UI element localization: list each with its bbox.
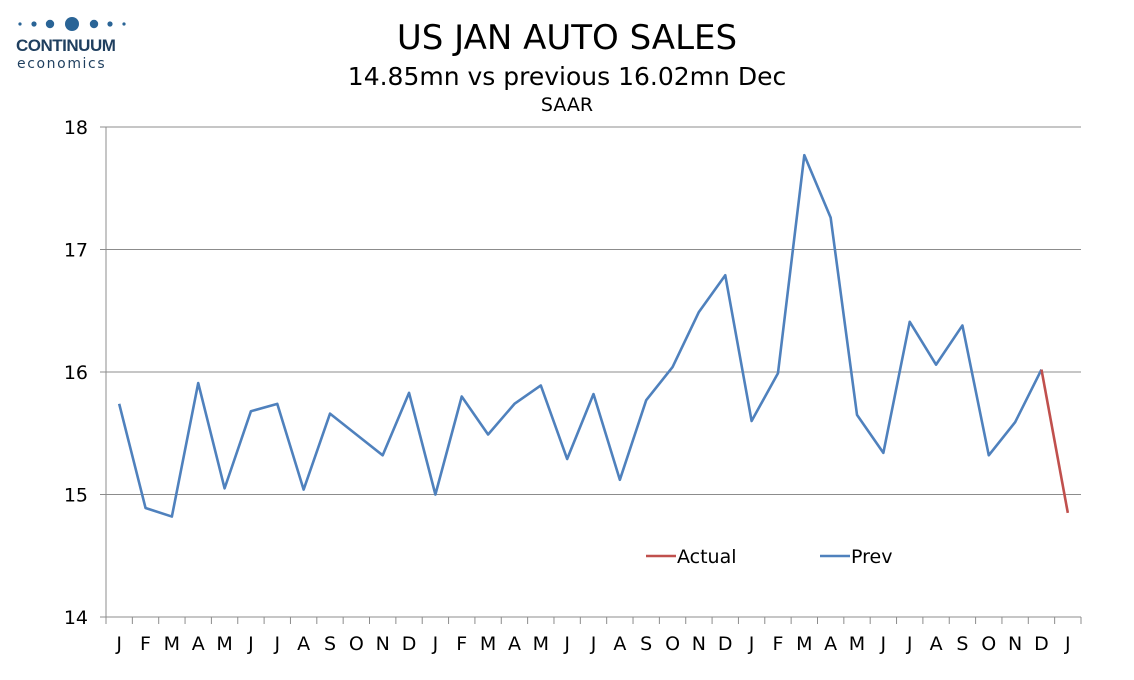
y-tick-label: 18 bbox=[64, 117, 88, 139]
y-tick-label: 15 bbox=[64, 485, 88, 507]
x-tick-label: A bbox=[192, 633, 205, 655]
logo-dot bbox=[65, 17, 79, 31]
x-tick-label: M bbox=[164, 633, 180, 655]
x-tick-label: J bbox=[1064, 633, 1071, 655]
x-tick-label: J bbox=[563, 633, 570, 655]
x-tick-label: S bbox=[640, 633, 652, 655]
x-tick-label: F bbox=[772, 633, 783, 655]
logo: CONTINUUM economics bbox=[14, 14, 134, 76]
x-tick-label: A bbox=[613, 633, 626, 655]
x-tick-label: J bbox=[590, 633, 597, 655]
logo-subtitle: economics bbox=[17, 56, 107, 72]
legend-label: Prev bbox=[851, 546, 892, 568]
x-tick-label: O bbox=[981, 633, 996, 655]
x-tick-label: J bbox=[432, 633, 439, 655]
logo-dot bbox=[31, 21, 37, 27]
x-tick-label: J bbox=[273, 633, 280, 655]
x-tick-label: N bbox=[376, 633, 390, 655]
y-tick-label: 16 bbox=[64, 362, 88, 384]
x-tick-label: D bbox=[402, 633, 417, 655]
logo-name: CONTINUUM bbox=[16, 36, 116, 55]
logo-dot bbox=[107, 21, 113, 27]
y-tick-label: 14 bbox=[64, 607, 88, 629]
x-tick-label: S bbox=[324, 633, 336, 655]
x-tick-label: A bbox=[508, 633, 521, 655]
x-tick-label: A bbox=[930, 633, 943, 655]
y-tick-label: 17 bbox=[64, 240, 88, 262]
x-tick-label: M bbox=[216, 633, 232, 655]
x-tick-label: J bbox=[247, 633, 254, 655]
x-tick-label: J bbox=[115, 633, 122, 655]
x-tick-label: M bbox=[796, 633, 812, 655]
x-tick-label: S bbox=[956, 633, 968, 655]
x-tick-label: M bbox=[480, 633, 496, 655]
x-tick-label: M bbox=[849, 633, 865, 655]
series-line-prev bbox=[117, 153, 1043, 518]
x-tick-label: N bbox=[692, 633, 706, 655]
chart-subtitle: 14.85mn vs previous 16.02mn Dec bbox=[347, 62, 787, 91]
x-tick-label: A bbox=[824, 633, 837, 655]
legend-label: Actual bbox=[677, 546, 737, 568]
x-tick-label: D bbox=[1034, 633, 1049, 655]
logo-dots-icon bbox=[18, 17, 126, 31]
logo-dot bbox=[89, 19, 99, 29]
x-tick-label: M bbox=[533, 633, 549, 655]
x-tick-label: F bbox=[140, 633, 151, 655]
x-tick-label: O bbox=[665, 633, 680, 655]
logo-dot bbox=[45, 19, 55, 29]
chart-subtitle-unit: SAAR bbox=[540, 94, 594, 116]
series-line-actual bbox=[1040, 369, 1070, 514]
logo-dot bbox=[122, 22, 126, 26]
x-tick-label: D bbox=[718, 633, 733, 655]
x-tick-label: O bbox=[349, 633, 364, 655]
logo-dot bbox=[18, 22, 22, 26]
legend: Actual Prev bbox=[646, 546, 892, 568]
x-tick-label: A bbox=[297, 633, 310, 655]
x-tick-label: J bbox=[748, 633, 755, 655]
x-tick-label: F bbox=[456, 633, 467, 655]
chart-title: US JAN AUTO SALES bbox=[396, 18, 738, 58]
x-tick-label: N bbox=[1008, 633, 1022, 655]
x-tick-label: J bbox=[880, 633, 887, 655]
x-tick-label: J bbox=[906, 633, 913, 655]
